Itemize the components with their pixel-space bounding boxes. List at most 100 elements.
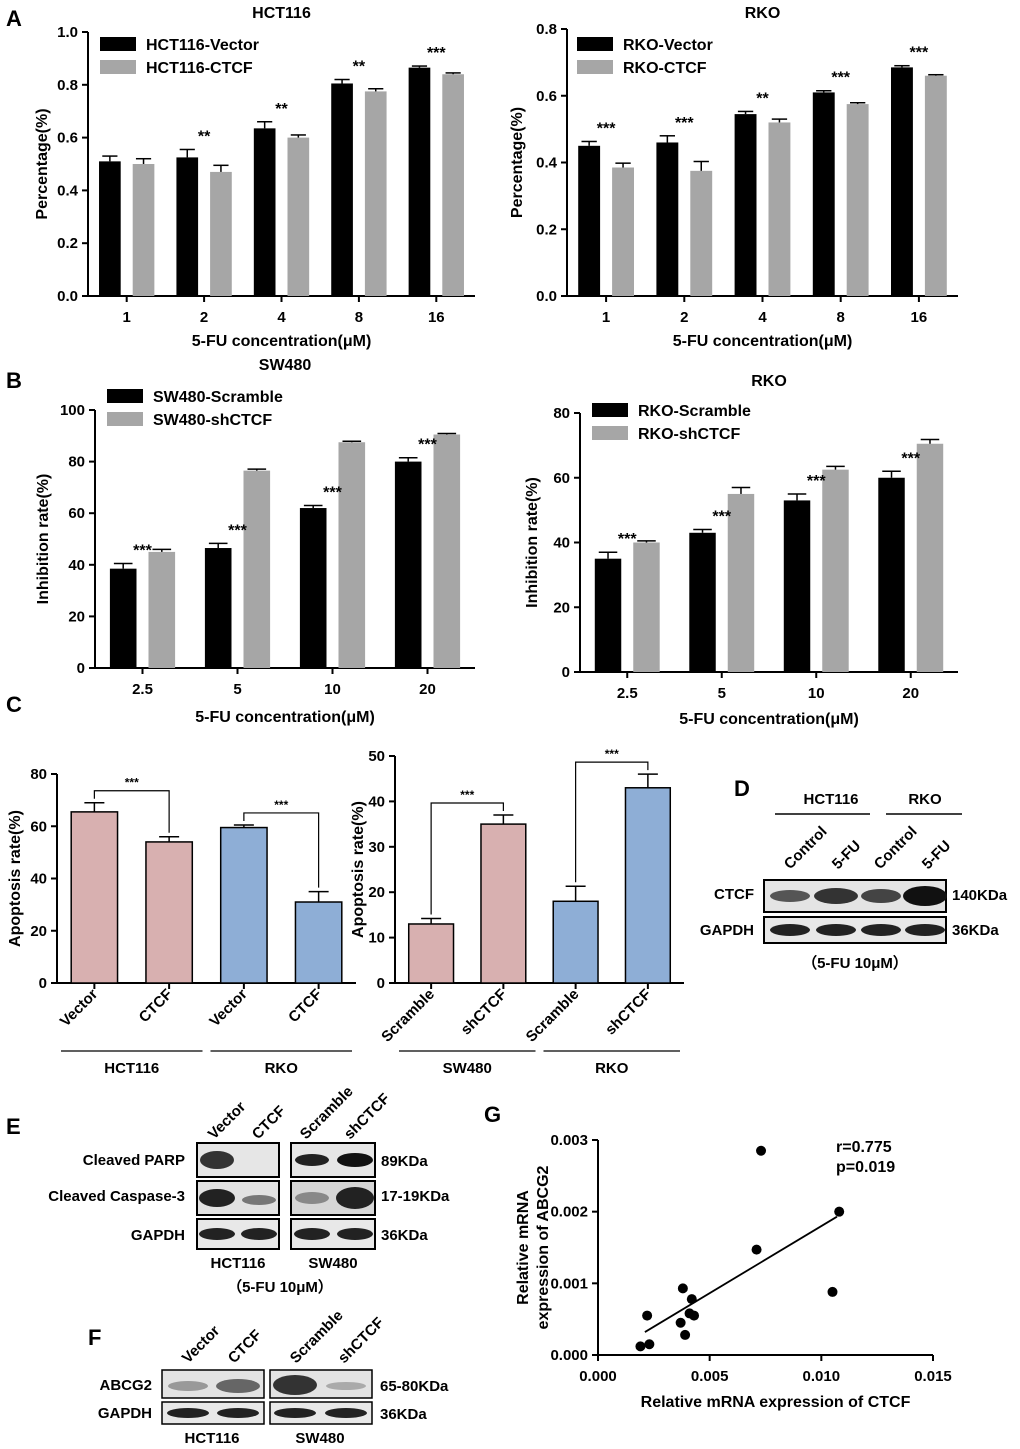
chart-title: RKO — [745, 5, 781, 22]
significance-bracket — [93, 790, 170, 833]
bar — [624, 787, 672, 984]
bar — [768, 122, 791, 296]
chart-title: HCT116 — [252, 5, 311, 22]
blot-d-size: 140KDa — [952, 887, 1008, 904]
bar — [70, 811, 119, 984]
bar — [578, 145, 601, 296]
chart-c-apoptosis-overexpression: 0 20 40 60 80 Vector CTCF Vector CTCF *** *** HCT11… — [7, 766, 356, 1077]
y-tick-label: 0.6 — [536, 88, 557, 105]
legend-label: RKO-Vector — [623, 37, 713, 54]
blot-f-group: SW480 — [295, 1430, 344, 1447]
y-axis-label: Apoptosis rate(%) — [7, 810, 24, 947]
significance-mark: *** — [597, 120, 616, 137]
y-tick-label: 50 — [368, 748, 385, 765]
y-tick-label: 1.0 — [57, 24, 78, 41]
blot-d-band — [816, 924, 856, 936]
bar — [331, 83, 353, 296]
significance-mark: ** — [756, 90, 769, 107]
scatter-point — [827, 1286, 838, 1297]
y-tick-label: 40 — [68, 557, 85, 574]
legend-swatch — [100, 60, 136, 74]
bar — [727, 493, 755, 672]
y-tick-label: 0.0 — [536, 288, 557, 305]
x-tick-label: 1 — [123, 309, 131, 326]
y-tick-label: 80 — [68, 454, 85, 471]
y-tick-label: 20 — [30, 923, 47, 940]
y-tick-label: 60 — [68, 505, 85, 522]
legend-swatch — [577, 37, 613, 51]
y-tick-label: 0.2 — [536, 221, 557, 238]
legend-label: SW480-shCTCF — [153, 412, 272, 429]
significance-mark: ** — [198, 128, 211, 145]
bar — [176, 157, 199, 296]
x-tick-label: 1 — [602, 309, 610, 326]
x-tick-label: Scramble — [378, 986, 438, 1046]
group-label: HCT116 — [104, 1060, 159, 1077]
legend-swatch — [107, 389, 143, 403]
bar — [433, 434, 461, 668]
x-tick-label: 0.015 — [914, 1368, 952, 1385]
x-tick-label: 4 — [277, 309, 286, 326]
chart-title: SW480 — [259, 357, 312, 374]
blot-f-band — [167, 1408, 209, 1418]
blot-e-band — [242, 1195, 276, 1205]
bar — [878, 477, 905, 672]
bar — [407, 923, 455, 984]
blot-e-size: 36KDa — [381, 1227, 428, 1244]
x-tick-label: 16 — [428, 309, 445, 326]
bar — [480, 823, 527, 984]
blot-e-row-label: Cleaved PARP — [83, 1152, 185, 1169]
bar — [148, 551, 176, 668]
bar — [822, 469, 849, 672]
significance-mark: *** — [712, 509, 731, 526]
blot-f-band — [326, 1382, 366, 1390]
scatter-point — [675, 1317, 686, 1328]
blot-e-row-label: Cleaved Caspase-3 — [48, 1188, 185, 1205]
x-axis-label: 5-FU concentration(μM) — [195, 709, 375, 726]
significance-mark: *** — [125, 776, 139, 790]
group-label: RKO — [595, 1060, 629, 1077]
y-tick-label: 0 — [39, 975, 47, 992]
scatter-point — [677, 1283, 688, 1294]
y-tick-label: 0.4 — [536, 155, 558, 172]
bar — [924, 75, 947, 296]
panel-letter-d: D — [734, 776, 750, 801]
scatter-point — [642, 1310, 653, 1321]
significance-mark: *** — [618, 531, 637, 548]
blot-e-band — [199, 1228, 235, 1240]
bar — [132, 164, 155, 296]
y-tick-label: 60 — [30, 818, 47, 835]
y-tick-label: 0.0 — [57, 288, 78, 305]
x-tick-label: 5 — [233, 681, 241, 698]
bar — [633, 542, 660, 672]
blot-f-band — [217, 1408, 259, 1418]
blot-d-row-label: CTCF — [714, 886, 754, 903]
x-tick-label: 2 — [200, 309, 208, 326]
bar — [552, 900, 599, 984]
bar — [219, 826, 268, 984]
blot-f-group: HCT116 — [184, 1430, 239, 1447]
bar — [338, 442, 366, 668]
blot-d-band — [861, 889, 901, 903]
x-tick-label: CTCF — [285, 986, 325, 1026]
blot-e-band — [337, 1153, 373, 1167]
blot-d-lane-label: Control — [781, 823, 831, 873]
y-tick-label: 40 — [368, 793, 385, 810]
significance-mark: *** — [831, 70, 850, 87]
y-tick-label: 0.003 — [550, 1132, 588, 1149]
y-tick-label: 30 — [368, 839, 385, 856]
bar — [656, 142, 679, 296]
y-tick-label: 80 — [30, 766, 47, 783]
y-tick-label: 20 — [68, 608, 85, 625]
y-tick-label: 0.002 — [550, 1204, 588, 1221]
significance-mark: *** — [274, 798, 288, 812]
bar — [299, 508, 327, 668]
blot-d-row-label: GAPDH — [700, 922, 754, 939]
blot-e-size: 89KDa — [381, 1153, 428, 1170]
panel-letter-a: A — [6, 6, 22, 31]
y-tick-label: 40 — [30, 871, 47, 888]
blot-d-size: 36KDa — [952, 922, 999, 939]
bar — [783, 500, 811, 672]
blot-e-band — [241, 1228, 277, 1240]
